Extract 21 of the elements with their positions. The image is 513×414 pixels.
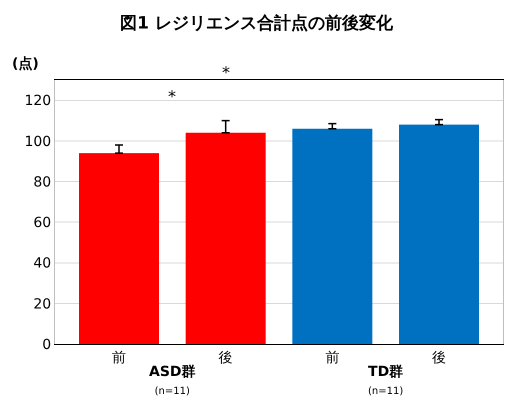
y-tick-label: 100 bbox=[24, 134, 52, 150]
y-tick-label: 80 bbox=[33, 174, 52, 190]
text: TD群 (n=11) bbox=[368, 364, 404, 398]
annotation: * bbox=[222, 63, 230, 82]
x-tick-label: 前 bbox=[325, 350, 340, 366]
x-tick-label: 前 bbox=[112, 350, 126, 366]
y-tick-label: 20 bbox=[33, 296, 52, 312]
bar bbox=[79, 153, 159, 344]
y-tick-label: 0 bbox=[42, 336, 52, 353]
x-tick-label: 後 bbox=[218, 350, 233, 366]
text: ASD群 (n=11) bbox=[149, 364, 196, 398]
bar bbox=[186, 132, 266, 344]
bar bbox=[292, 128, 372, 344]
y-tick-label: 40 bbox=[33, 256, 52, 272]
y-tick-label: 120 bbox=[24, 93, 52, 110]
chart-title: 図1 レジリエンス合計点の前後変化 bbox=[120, 13, 394, 34]
annotation: * bbox=[168, 87, 176, 106]
y-tick-label: 60 bbox=[33, 215, 52, 232]
y-axis-title: (点) bbox=[12, 56, 39, 72]
bar bbox=[399, 124, 479, 344]
x-tick-label: 後 bbox=[432, 350, 446, 366]
